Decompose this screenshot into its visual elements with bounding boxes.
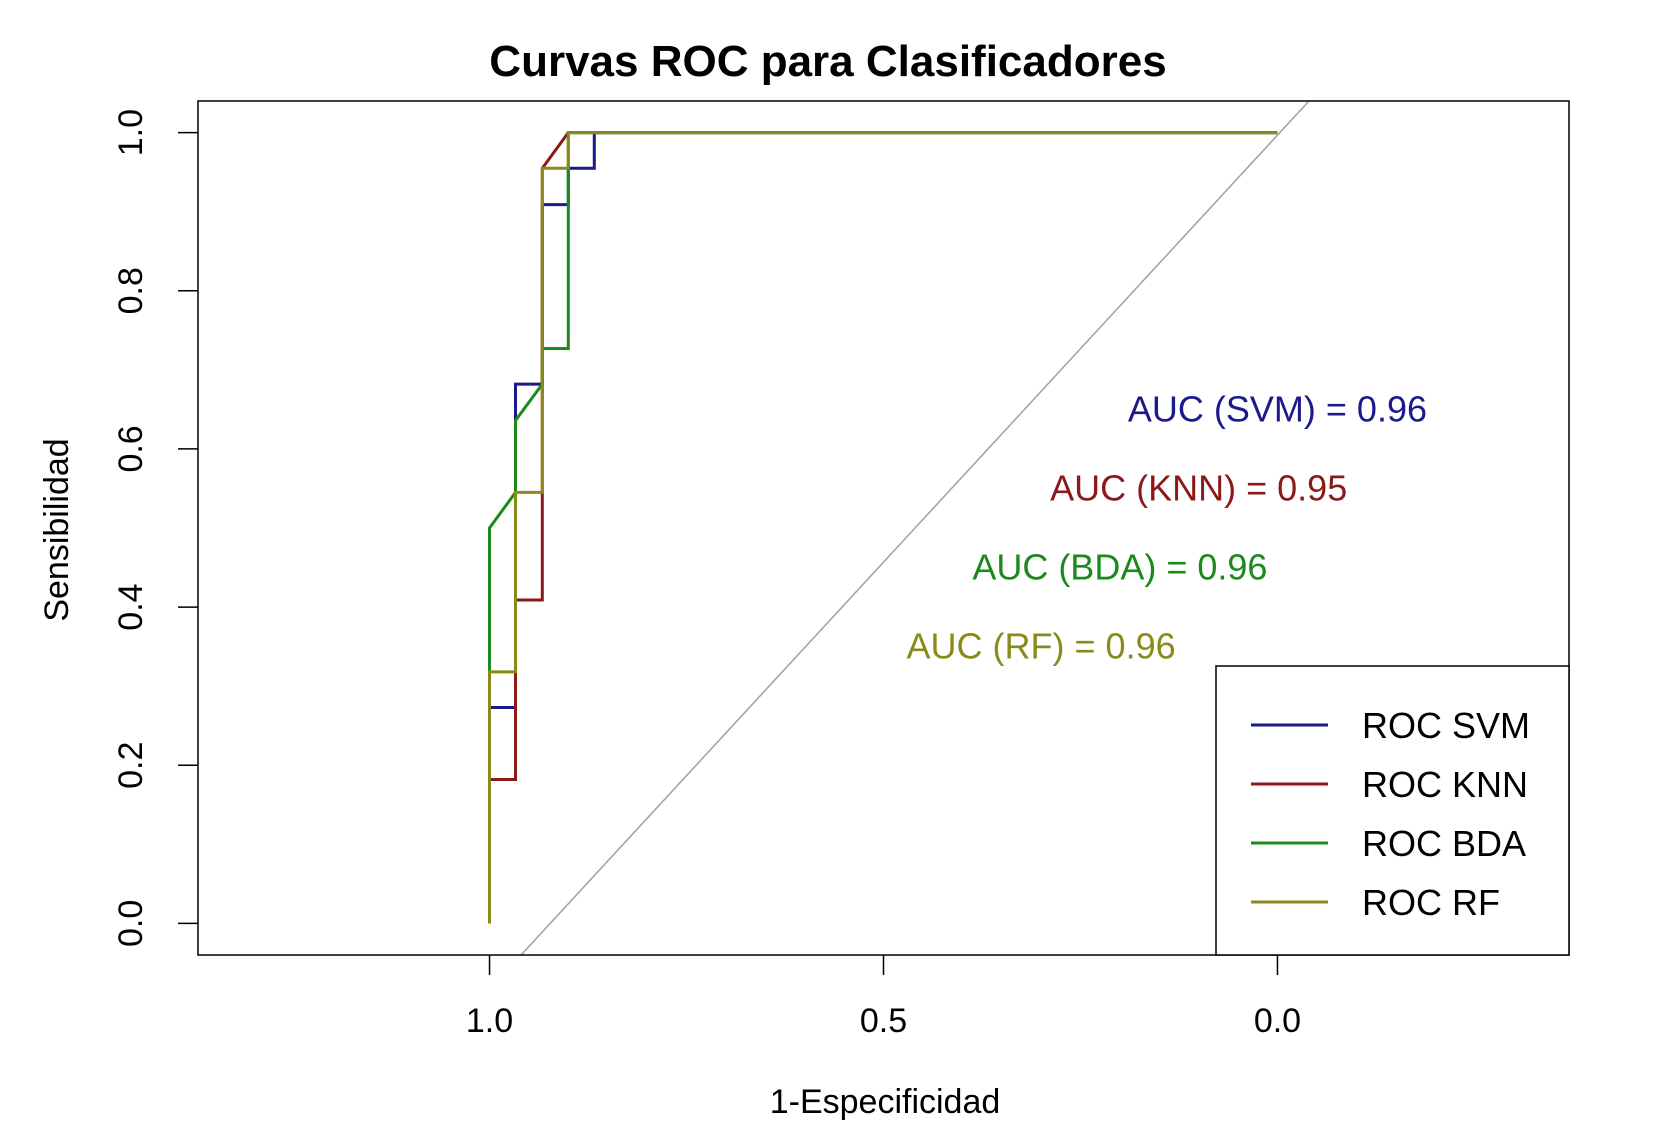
diagonal-reference-line <box>520 100 1310 956</box>
y-tick-label: 1.0 <box>112 109 150 156</box>
series-line-roc-bda <box>488 131 1278 924</box>
series-line-roc-svm <box>488 131 1278 924</box>
auc-annotation: AUC (RF) = 0.96 <box>907 626 1176 667</box>
y-tick-label: 0.8 <box>112 267 150 314</box>
y-axis-label: Sensibilidad <box>38 438 76 621</box>
y-tick-label: 0.0 <box>112 900 150 947</box>
x-axis-label: 1-Especificidad <box>770 1083 1001 1121</box>
legend-label: ROC RF <box>1362 882 1500 923</box>
y-tick-label: 0.2 <box>112 742 150 789</box>
legend-label: ROC BDA <box>1362 823 1526 864</box>
x-tick-label: 0.0 <box>1254 1002 1301 1040</box>
y-tick-label: 0.4 <box>112 583 150 630</box>
auc-annotation: AUC (SVM) = 0.96 <box>1128 388 1427 429</box>
auc-annotation: AUC (KNN) = 0.95 <box>1050 467 1347 508</box>
series-line-roc-knn <box>488 131 1278 924</box>
legend-box <box>1215 665 1570 956</box>
y-tick-label: 0.6 <box>112 425 150 472</box>
legend-label: ROC SVM <box>1362 705 1530 746</box>
x-tick-label: 0.5 <box>860 1002 907 1040</box>
auc-annotation: AUC (BDA) = 0.96 <box>972 547 1267 588</box>
chart-title: Curvas ROC para Clasificadores <box>489 37 1166 86</box>
series-line-roc-rf <box>488 131 1278 924</box>
legend-label: ROC KNN <box>1362 764 1528 805</box>
x-tick-label: 1.0 <box>466 1002 513 1040</box>
legend: ROC SVM ROC KNN ROC BDA ROC RF <box>1215 665 1570 956</box>
plot-area: 1.0 0.5 0.0 0.0 0.2 0.4 0.6 0.8 1.0 AUC (SVM) = 0… <box>112 100 1570 1040</box>
